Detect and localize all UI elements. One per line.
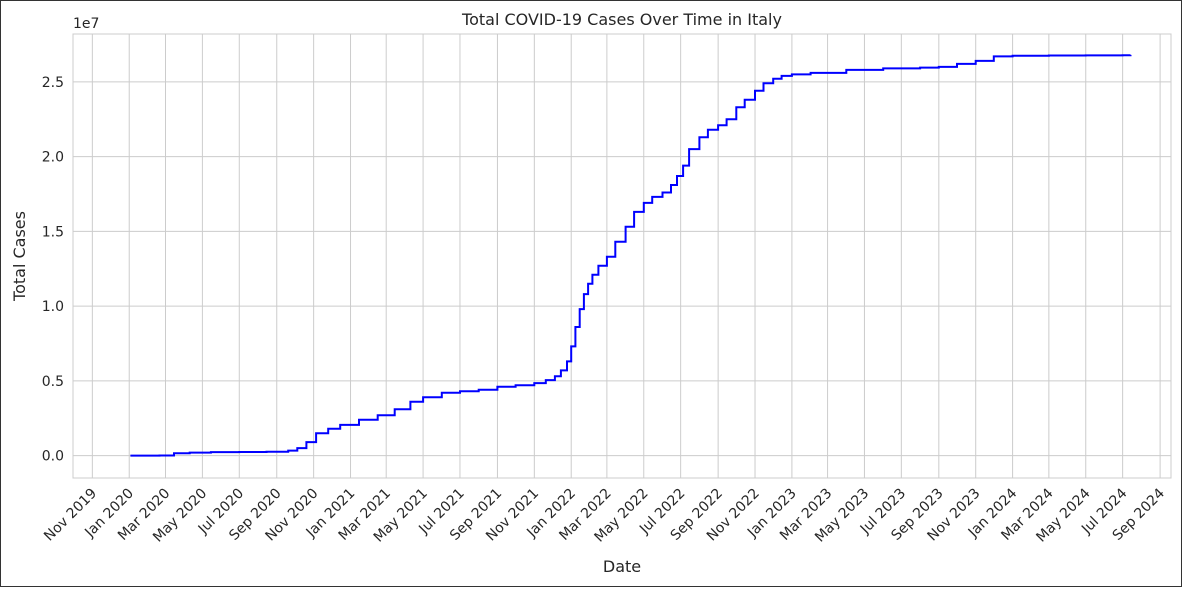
plot-area-frame — [72, 33, 1172, 479]
y-tick-label: 2.0 — [42, 150, 64, 166]
series-line-total-cases — [130, 54, 1132, 457]
y-tick-label: 2.5 — [42, 75, 64, 91]
y-tick-label: 1.5 — [42, 224, 64, 240]
y-axis-label: Total Cases — [10, 211, 29, 302]
x-gridlines — [91, 34, 1161, 478]
y-tick-label: 0.0 — [42, 449, 64, 465]
y-tick-label: 0.5 — [42, 374, 64, 390]
chart-title: Total COVID-19 Cases Over Time in Italy — [461, 10, 782, 29]
x-axis-label: Date — [603, 557, 641, 576]
y-gridlines — [73, 81, 1171, 457]
y-offset-label: 1e7 — [73, 16, 99, 32]
y-tick-label: 1.0 — [42, 299, 64, 315]
y-tick-labels: 0.0 0.5 1.0 1.5 2.0 2.5 — [42, 75, 64, 465]
